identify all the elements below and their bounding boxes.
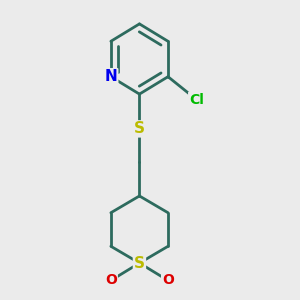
Text: O: O: [162, 274, 174, 287]
Text: Cl: Cl: [189, 93, 204, 107]
Text: O: O: [105, 274, 117, 287]
Text: N: N: [104, 69, 117, 84]
Text: S: S: [134, 256, 145, 271]
Text: S: S: [134, 122, 145, 136]
